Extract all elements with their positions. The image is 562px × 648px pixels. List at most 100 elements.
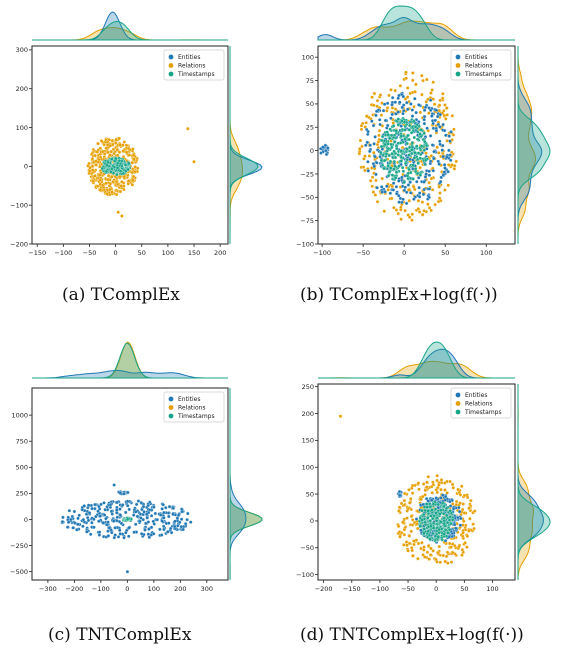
point-entities bbox=[374, 172, 378, 177]
point-relations bbox=[416, 556, 420, 561]
point-timestamps bbox=[433, 507, 438, 511]
point-relations bbox=[421, 482, 426, 486]
point-entities bbox=[443, 166, 447, 170]
point-relations bbox=[418, 165, 422, 170]
legend-label-entities: Entities bbox=[178, 396, 200, 403]
point-timestamps bbox=[424, 143, 429, 148]
point-relations bbox=[410, 218, 414, 222]
point-relations bbox=[407, 541, 412, 546]
point-relations bbox=[87, 169, 92, 173]
point-entities bbox=[98, 514, 103, 518]
point-entities bbox=[61, 515, 65, 520]
point-entities bbox=[428, 98, 433, 102]
point-relations bbox=[425, 77, 429, 82]
point-entities bbox=[432, 149, 436, 154]
point-timestamps bbox=[382, 166, 386, 171]
y-tick-label: 300 bbox=[16, 46, 28, 54]
point-timestamps bbox=[117, 159, 122, 163]
y-tick-label: 750 bbox=[16, 438, 28, 446]
point-entities bbox=[447, 148, 451, 153]
point-timestamps bbox=[127, 161, 131, 166]
y-tick-label: 0 bbox=[24, 516, 28, 524]
point-entities bbox=[152, 505, 156, 509]
legend-label-relations: Relations bbox=[465, 401, 493, 408]
point-relations bbox=[117, 136, 121, 141]
point-timestamps bbox=[398, 141, 403, 145]
point-timestamps bbox=[429, 524, 433, 528]
point-entities bbox=[86, 503, 91, 507]
point-timestamps bbox=[423, 162, 428, 167]
point-timestamps bbox=[442, 521, 446, 526]
point-entities bbox=[144, 512, 149, 516]
point-entities bbox=[443, 494, 448, 499]
x-tick-label: 50 bbox=[138, 249, 146, 257]
point-timestamps bbox=[389, 142, 393, 147]
point-relations bbox=[389, 88, 393, 92]
point-entities bbox=[158, 527, 162, 532]
point-entities bbox=[171, 506, 176, 511]
point-relations bbox=[434, 557, 438, 562]
point-entities bbox=[405, 100, 409, 105]
point-relations bbox=[108, 181, 113, 186]
point-entities bbox=[122, 535, 126, 540]
point-relations bbox=[358, 147, 362, 151]
point-entities bbox=[177, 520, 182, 525]
point-timestamps bbox=[110, 166, 114, 171]
point-entities bbox=[391, 188, 396, 192]
point-timestamps bbox=[379, 150, 383, 155]
point-entities bbox=[444, 133, 448, 138]
point-relations bbox=[435, 145, 439, 149]
point-entities bbox=[120, 503, 125, 507]
point-entities bbox=[399, 124, 403, 128]
x-tick-label: 100 bbox=[148, 585, 160, 593]
point-entities bbox=[422, 121, 427, 126]
point-relations bbox=[390, 106, 395, 110]
point-entities bbox=[379, 185, 384, 189]
point-relations bbox=[462, 511, 467, 515]
point-entities bbox=[436, 159, 440, 164]
legend-box bbox=[163, 49, 225, 81]
y-tick-label: 1000 bbox=[11, 411, 28, 419]
y-tick-label: 150 bbox=[302, 437, 314, 445]
point-entities bbox=[88, 532, 93, 537]
point-entities bbox=[425, 126, 429, 130]
point-relations bbox=[403, 208, 407, 213]
point-entities bbox=[76, 516, 80, 521]
point-timestamps bbox=[425, 502, 429, 506]
point-relations bbox=[439, 487, 443, 492]
point-relations bbox=[99, 139, 104, 143]
point-entities bbox=[428, 134, 433, 138]
point-timestamps bbox=[438, 512, 442, 516]
point-relations bbox=[445, 139, 449, 143]
point-relations bbox=[426, 543, 431, 548]
point-timestamps bbox=[416, 161, 420, 165]
point-relations bbox=[373, 193, 378, 197]
plot-frame bbox=[317, 45, 516, 245]
point-relations bbox=[115, 153, 120, 158]
point-entities bbox=[168, 526, 173, 531]
legend-marker-entities bbox=[455, 54, 461, 60]
legend-label-relations: Relations bbox=[465, 63, 493, 70]
point-entities bbox=[67, 508, 72, 513]
point-entities bbox=[90, 520, 94, 525]
point-relations bbox=[420, 540, 424, 545]
legend-label-timestamps: Timestamps bbox=[464, 71, 502, 78]
top-kde-timestamps bbox=[318, 5, 515, 41]
point-relations bbox=[104, 181, 108, 185]
point-relations bbox=[131, 174, 136, 179]
point-entities bbox=[153, 511, 158, 516]
point-relations bbox=[454, 499, 459, 504]
point-relations bbox=[450, 114, 455, 118]
point-entities bbox=[421, 192, 426, 197]
point-entities bbox=[382, 102, 387, 106]
point-timestamps bbox=[442, 518, 447, 523]
point-relations bbox=[460, 484, 464, 489]
point-entities bbox=[427, 187, 432, 191]
point-entities bbox=[371, 123, 376, 128]
point-timestamps bbox=[418, 524, 422, 529]
point-relations bbox=[424, 100, 428, 104]
point-entities bbox=[453, 526, 458, 531]
point-timestamps bbox=[436, 502, 441, 507]
point-timestamps bbox=[380, 134, 385, 139]
point-relations bbox=[438, 560, 443, 565]
